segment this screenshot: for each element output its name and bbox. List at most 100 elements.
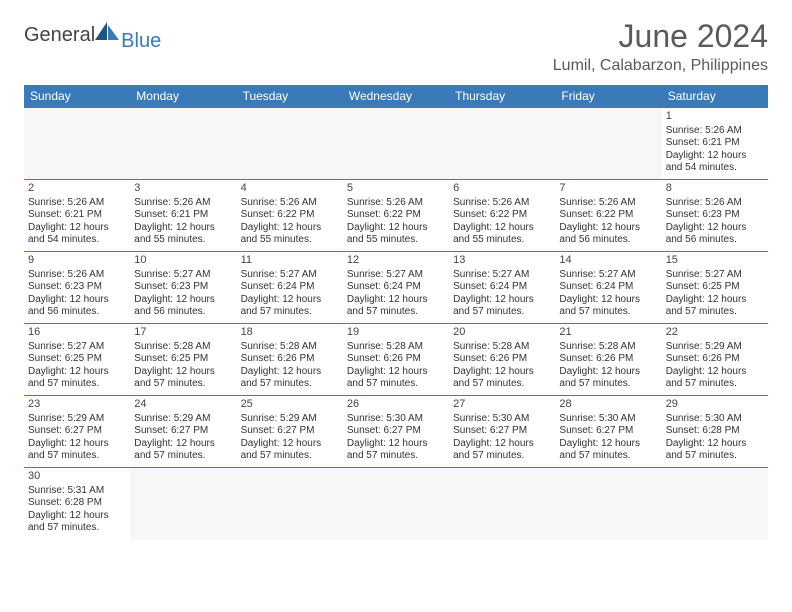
daylight-line-2: and 57 minutes. <box>347 306 445 319</box>
sunset-line: Sunset: 6:22 PM <box>453 209 551 222</box>
calendar-row: 2Sunrise: 5:26 AMSunset: 6:21 PMDaylight… <box>24 180 768 252</box>
daylight-line-1: Daylight: 12 hours <box>666 150 764 163</box>
calendar-day-cell: 25Sunrise: 5:29 AMSunset: 6:27 PMDayligh… <box>237 396 343 468</box>
sunset-line: Sunset: 6:27 PM <box>347 425 445 438</box>
calendar-day-cell: 5Sunrise: 5:26 AMSunset: 6:22 PMDaylight… <box>343 180 449 252</box>
sunrise-line: Sunrise: 5:26 AM <box>134 197 232 210</box>
daylight-line-2: and 56 minutes. <box>666 234 764 247</box>
sunset-line: Sunset: 6:24 PM <box>241 281 339 294</box>
sunset-line: Sunset: 6:21 PM <box>134 209 232 222</box>
calendar-empty-cell <box>555 108 661 180</box>
sunset-line: Sunset: 6:21 PM <box>28 209 126 222</box>
sunrise-line: Sunrise: 5:27 AM <box>453 269 551 282</box>
calendar-day-cell: 1Sunrise: 5:26 AMSunset: 6:21 PMDaylight… <box>662 108 768 180</box>
daylight-line-1: Daylight: 12 hours <box>559 222 657 235</box>
sunrise-line: Sunrise: 5:27 AM <box>28 341 126 354</box>
day-number: 26 <box>347 398 445 412</box>
daylight-line-2: and 57 minutes. <box>453 378 551 391</box>
sunrise-line: Sunrise: 5:29 AM <box>666 341 764 354</box>
daylight-line-2: and 57 minutes. <box>453 306 551 319</box>
daylight-line-1: Daylight: 12 hours <box>559 366 657 379</box>
calendar-day-cell: 24Sunrise: 5:29 AMSunset: 6:27 PMDayligh… <box>130 396 236 468</box>
sunset-line: Sunset: 6:27 PM <box>453 425 551 438</box>
sunset-line: Sunset: 6:23 PM <box>134 281 232 294</box>
calendar-day-cell: 19Sunrise: 5:28 AMSunset: 6:26 PMDayligh… <box>343 324 449 396</box>
calendar-empty-cell <box>449 108 555 180</box>
sunset-line: Sunset: 6:22 PM <box>241 209 339 222</box>
calendar-day-cell: 2Sunrise: 5:26 AMSunset: 6:21 PMDaylight… <box>24 180 130 252</box>
sunrise-line: Sunrise: 5:27 AM <box>241 269 339 282</box>
calendar-row: 9Sunrise: 5:26 AMSunset: 6:23 PMDaylight… <box>24 252 768 324</box>
calendar-day-cell: 18Sunrise: 5:28 AMSunset: 6:26 PMDayligh… <box>237 324 343 396</box>
daylight-line-1: Daylight: 12 hours <box>28 222 126 235</box>
daylight-line-1: Daylight: 12 hours <box>28 366 126 379</box>
sunset-line: Sunset: 6:24 PM <box>453 281 551 294</box>
sunset-line: Sunset: 6:24 PM <box>347 281 445 294</box>
sunrise-line: Sunrise: 5:26 AM <box>241 197 339 210</box>
sunrise-line: Sunrise: 5:30 AM <box>559 413 657 426</box>
sunset-line: Sunset: 6:23 PM <box>28 281 126 294</box>
day-number: 27 <box>453 398 551 412</box>
daylight-line-1: Daylight: 12 hours <box>666 222 764 235</box>
sunrise-line: Sunrise: 5:26 AM <box>666 197 764 210</box>
sunrise-line: Sunrise: 5:27 AM <box>347 269 445 282</box>
sunrise-line: Sunrise: 5:27 AM <box>559 269 657 282</box>
day-number: 21 <box>559 326 657 340</box>
calendar-day-cell: 4Sunrise: 5:26 AMSunset: 6:22 PMDaylight… <box>237 180 343 252</box>
day-number: 9 <box>28 254 126 268</box>
calendar-empty-cell <box>449 468 555 540</box>
calendar-empty-cell <box>237 468 343 540</box>
logo-text-blue: Blue <box>121 30 161 53</box>
sunrise-line: Sunrise: 5:28 AM <box>453 341 551 354</box>
calendar-day-cell: 28Sunrise: 5:30 AMSunset: 6:27 PMDayligh… <box>555 396 661 468</box>
calendar-day-cell: 22Sunrise: 5:29 AMSunset: 6:26 PMDayligh… <box>662 324 768 396</box>
daylight-line-2: and 57 minutes. <box>28 378 126 391</box>
daylight-line-1: Daylight: 12 hours <box>347 438 445 451</box>
calendar-empty-cell <box>130 468 236 540</box>
daylight-line-1: Daylight: 12 hours <box>134 222 232 235</box>
day-number: 18 <box>241 326 339 340</box>
sunset-line: Sunset: 6:26 PM <box>666 353 764 366</box>
calendar-day-cell: 9Sunrise: 5:26 AMSunset: 6:23 PMDaylight… <box>24 252 130 324</box>
sunset-line: Sunset: 6:26 PM <box>241 353 339 366</box>
calendar-empty-cell <box>555 468 661 540</box>
calendar-day-cell: 12Sunrise: 5:27 AMSunset: 6:24 PMDayligh… <box>343 252 449 324</box>
daylight-line-1: Daylight: 12 hours <box>559 294 657 307</box>
daylight-line-2: and 57 minutes. <box>666 378 764 391</box>
calendar-day-cell: 30Sunrise: 5:31 AMSunset: 6:28 PMDayligh… <box>24 468 130 540</box>
calendar-empty-cell <box>130 108 236 180</box>
day-number: 16 <box>28 326 126 340</box>
calendar-day-cell: 14Sunrise: 5:27 AMSunset: 6:24 PMDayligh… <box>555 252 661 324</box>
calendar-body: 1Sunrise: 5:26 AMSunset: 6:21 PMDaylight… <box>24 108 768 540</box>
daylight-line-2: and 57 minutes. <box>28 450 126 463</box>
daylight-line-2: and 57 minutes. <box>241 378 339 391</box>
sunset-line: Sunset: 6:27 PM <box>241 425 339 438</box>
calendar-row: 16Sunrise: 5:27 AMSunset: 6:25 PMDayligh… <box>24 324 768 396</box>
sunset-line: Sunset: 6:26 PM <box>453 353 551 366</box>
calendar-empty-cell <box>343 108 449 180</box>
calendar-empty-cell <box>662 468 768 540</box>
daylight-line-1: Daylight: 12 hours <box>28 510 126 523</box>
day-number: 3 <box>134 182 232 196</box>
day-number: 17 <box>134 326 232 340</box>
sunset-line: Sunset: 6:21 PM <box>666 137 764 150</box>
daylight-line-2: and 56 minutes. <box>559 234 657 247</box>
daylight-line-1: Daylight: 12 hours <box>453 366 551 379</box>
sunrise-line: Sunrise: 5:26 AM <box>453 197 551 210</box>
daylight-line-2: and 56 minutes. <box>134 306 232 319</box>
day-number: 11 <box>241 254 339 268</box>
daylight-line-1: Daylight: 12 hours <box>666 366 764 379</box>
weekday-header: Sunday <box>24 85 130 108</box>
calendar-day-cell: 6Sunrise: 5:26 AMSunset: 6:22 PMDaylight… <box>449 180 555 252</box>
calendar-day-cell: 29Sunrise: 5:30 AMSunset: 6:28 PMDayligh… <box>662 396 768 468</box>
calendar-empty-cell <box>237 108 343 180</box>
sunrise-line: Sunrise: 5:30 AM <box>666 413 764 426</box>
day-number: 28 <box>559 398 657 412</box>
daylight-line-1: Daylight: 12 hours <box>453 438 551 451</box>
day-number: 10 <box>134 254 232 268</box>
daylight-line-1: Daylight: 12 hours <box>241 294 339 307</box>
calendar-day-cell: 15Sunrise: 5:27 AMSunset: 6:25 PMDayligh… <box>662 252 768 324</box>
calendar-day-cell: 3Sunrise: 5:26 AMSunset: 6:21 PMDaylight… <box>130 180 236 252</box>
sunset-line: Sunset: 6:26 PM <box>347 353 445 366</box>
day-number: 4 <box>241 182 339 196</box>
